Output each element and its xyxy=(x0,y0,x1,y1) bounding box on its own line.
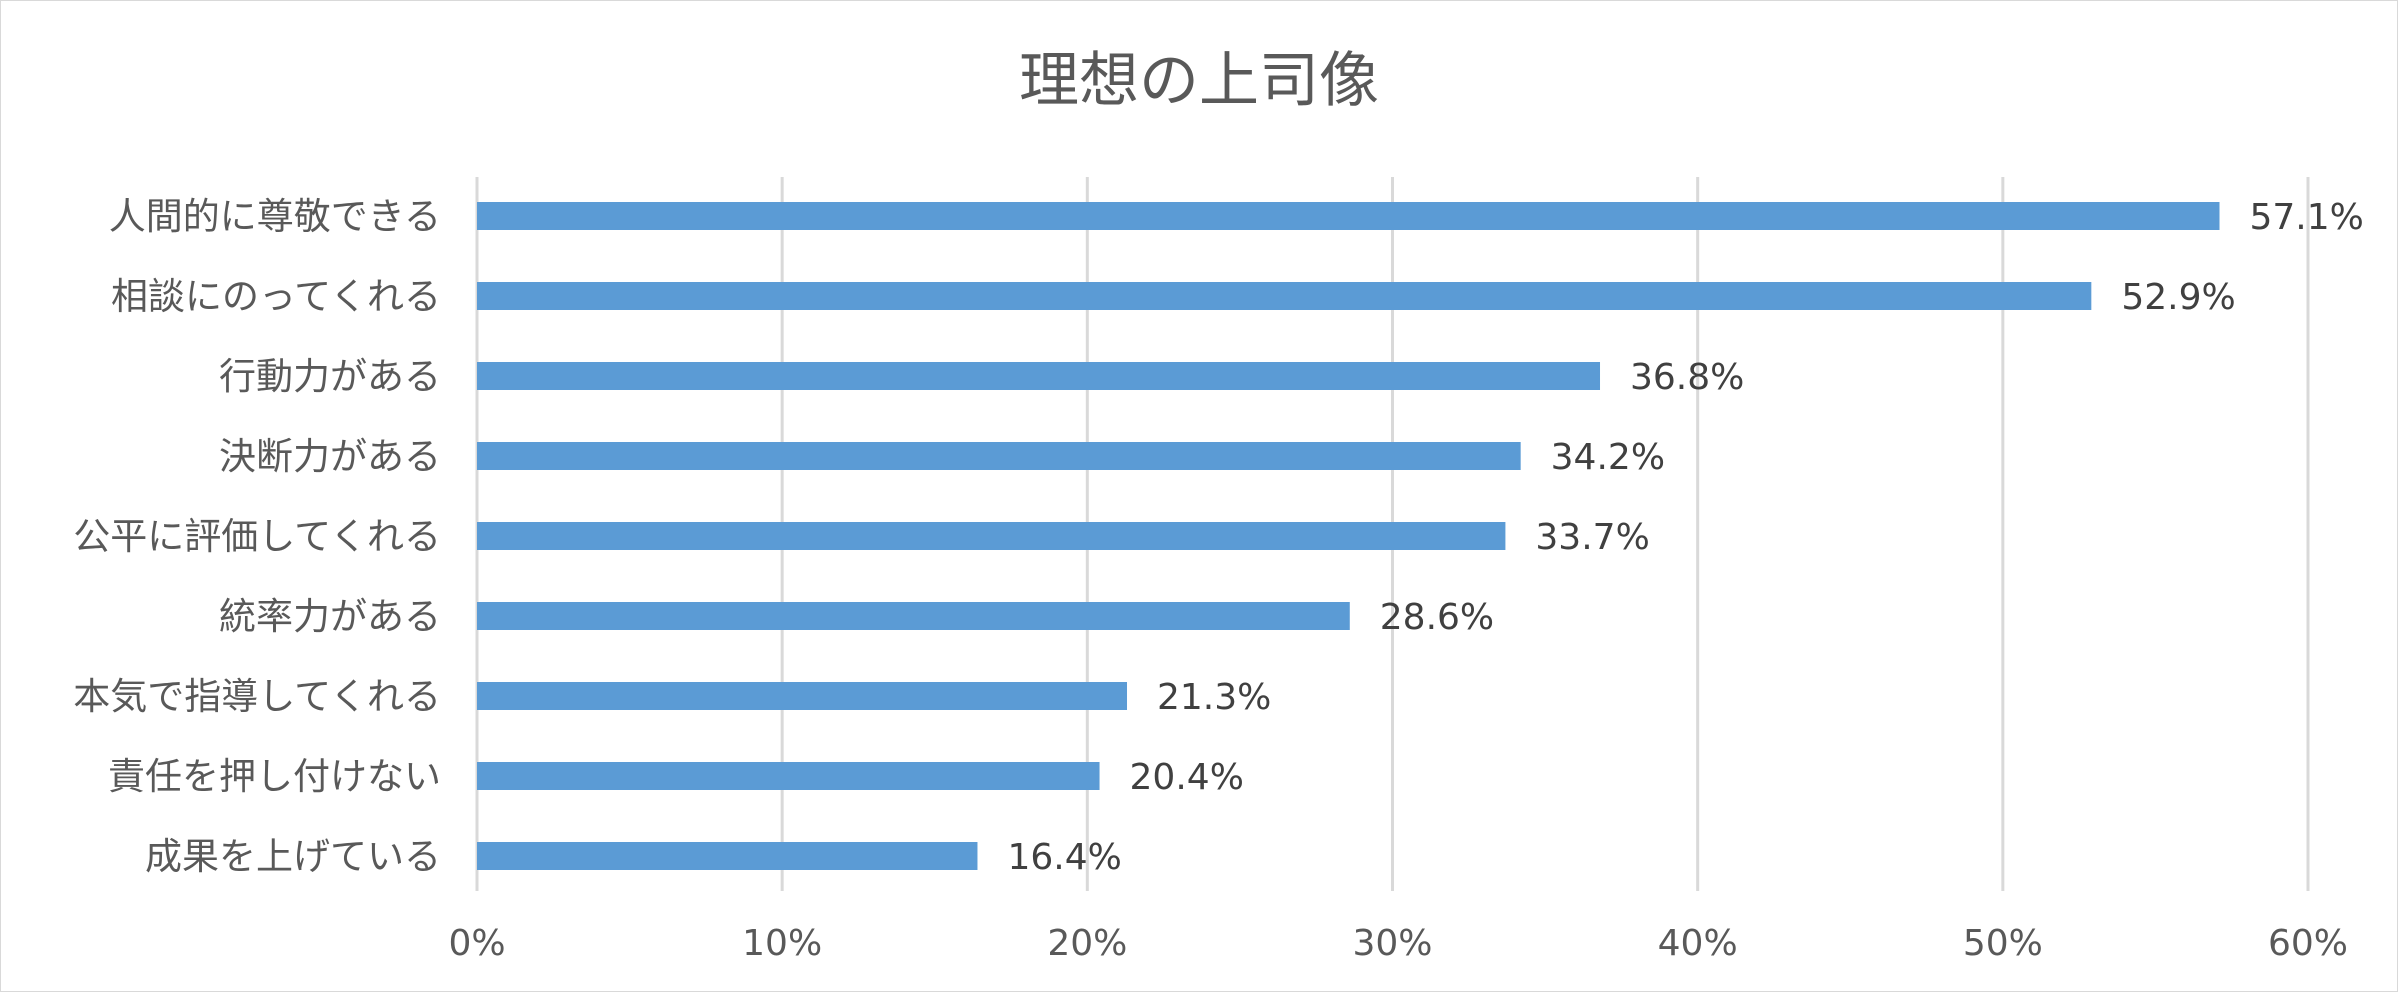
value-label: 33.7% xyxy=(1535,517,1649,558)
value-label: 16.4% xyxy=(1007,837,1121,878)
value-label: 28.6% xyxy=(1380,597,1494,638)
category-label: 人間的に尊敬できる xyxy=(109,195,441,238)
value-label: 36.8% xyxy=(1630,357,1744,398)
category-label: 行動力がある xyxy=(219,355,441,398)
bar xyxy=(477,282,2092,310)
x-tick-label: 50% xyxy=(1963,923,2043,964)
value-label: 21.3% xyxy=(1157,677,1271,718)
x-tick-label: 10% xyxy=(742,923,822,964)
bar xyxy=(477,442,1521,470)
chart-title: 理想の上司像 xyxy=(1019,46,1379,116)
category-label: 相談にのってくれる xyxy=(111,275,441,318)
category-label: 公平に評価してくれる xyxy=(73,515,441,558)
x-tick-label: 40% xyxy=(1658,923,1738,964)
value-label: 20.4% xyxy=(1130,757,1244,798)
bar xyxy=(477,202,2220,230)
value-labels: 57.1% 52.9% 36.8% 34.2% 33.7% 28.6% 21.3% 20.4%… xyxy=(1007,197,2363,878)
x-tick-label: 60% xyxy=(2268,923,2348,964)
value-label: 52.9% xyxy=(2121,277,2235,318)
bar xyxy=(477,602,1350,630)
bar xyxy=(477,362,1601,390)
value-label: 57.1% xyxy=(2250,197,2364,238)
category-label: 本気で指導してくれる xyxy=(73,675,441,718)
bar xyxy=(477,762,1100,790)
category-label: 成果を上げている xyxy=(145,835,441,878)
x-tick-label: 0% xyxy=(448,923,505,964)
category-labels: 人間的に尊敬できる相談にのってくれる行動力がある決断力がある公平に評価してくれる… xyxy=(73,195,441,878)
category-label: 責任を押し付けない xyxy=(108,755,441,798)
bar xyxy=(477,682,1128,710)
bar xyxy=(477,522,1506,550)
x-tick-label: 30% xyxy=(1352,923,1432,964)
bar xyxy=(477,842,978,870)
bars xyxy=(477,202,2220,870)
category-label: 統率力がある xyxy=(219,595,441,638)
x-tick-label: 20% xyxy=(1047,923,1127,964)
x-axis-tick-labels: 0% 10% 20% 30% 40% 50% 60% xyxy=(448,923,2348,964)
category-label: 決断力がある xyxy=(219,435,441,478)
value-label: 34.2% xyxy=(1551,437,1665,478)
